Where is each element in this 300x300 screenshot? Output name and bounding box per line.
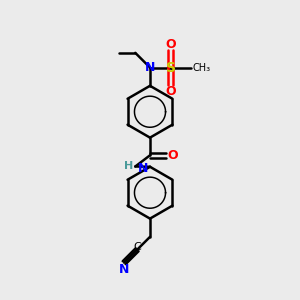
Text: H: H: [124, 161, 133, 172]
Text: N: N: [138, 162, 148, 175]
Text: O: O: [165, 85, 176, 98]
Text: C: C: [134, 242, 142, 252]
Text: O: O: [167, 149, 178, 162]
Text: N: N: [145, 61, 155, 74]
Text: N: N: [119, 263, 129, 276]
Text: CH₃: CH₃: [193, 63, 211, 73]
Text: S: S: [166, 61, 176, 75]
Text: O: O: [165, 38, 176, 50]
